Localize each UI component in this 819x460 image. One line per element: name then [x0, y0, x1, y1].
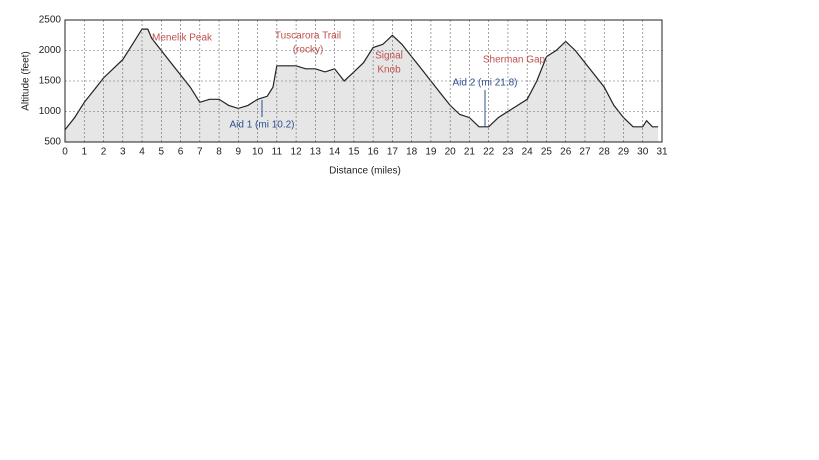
- y-axis-label: Altitude (feet): [21, 51, 32, 110]
- x-tick-label: 3: [120, 147, 126, 158]
- x-axis-label: Distance (miles): [329, 166, 401, 177]
- annotation: Sherman Gap: [483, 55, 546, 66]
- x-tick-label: 26: [560, 147, 572, 158]
- x-tick-label: 10: [252, 147, 264, 158]
- x-tick-label: 25: [541, 147, 553, 158]
- x-tick-label: 18: [406, 147, 418, 158]
- x-tick-label: 27: [579, 147, 591, 158]
- x-tick-label: 15: [348, 147, 360, 158]
- x-tick-label: 11: [272, 147, 283, 158]
- x-tick-label: 1: [81, 147, 87, 158]
- x-tick-label: 28: [599, 147, 611, 158]
- area-fill: [65, 29, 659, 143]
- x-tick-label: 0: [62, 147, 68, 158]
- x-tick-label: 20: [445, 147, 457, 158]
- x-tick-label: 2: [101, 147, 107, 158]
- y-tick-label: 1000: [39, 106, 62, 117]
- y-tick-label: 1500: [39, 76, 62, 87]
- annotation: (rocky): [293, 45, 324, 56]
- x-tick-label: 4: [139, 147, 145, 158]
- y-tick-label: 500: [44, 137, 61, 148]
- x-tick-label: 29: [618, 147, 630, 158]
- x-tick-label: 17: [387, 147, 399, 158]
- x-tick-label: 7: [197, 147, 203, 158]
- y-tick-label: 2500: [39, 15, 62, 26]
- x-tick-label: 24: [522, 147, 534, 158]
- elevation-line: [64, 28, 659, 131]
- x-tick-label: 19: [425, 147, 437, 158]
- x-tick-label: 14: [329, 147, 341, 158]
- x-tick-label: 13: [310, 147, 322, 158]
- x-tick-label: 9: [236, 147, 242, 158]
- x-tick-label: 22: [483, 147, 495, 158]
- annotation: Signal: [375, 51, 403, 62]
- plot-frame: [64, 19, 663, 143]
- x-tick-label: 21: [464, 147, 476, 158]
- x-tick-label: 31: [656, 147, 668, 158]
- x-tick-label: 16: [368, 147, 380, 158]
- x-tick-label: 6: [178, 147, 184, 158]
- x-tick-label: 23: [502, 147, 514, 158]
- annotation: Knob: [377, 65, 401, 76]
- x-tick-label: 5: [159, 147, 165, 158]
- annotation: Menelik Peak: [152, 33, 213, 44]
- annotation: Tuscarora Trail: [275, 31, 341, 42]
- annotation: Aid 1 (mi 10.2): [229, 120, 294, 131]
- x-tick-label: 12: [291, 147, 303, 158]
- x-tick-label: 30: [637, 147, 649, 158]
- y-tick-label: 2000: [39, 45, 62, 56]
- annotation: Aid 2 (mi 21.8): [452, 78, 517, 89]
- x-tick-label: 8: [216, 147, 222, 158]
